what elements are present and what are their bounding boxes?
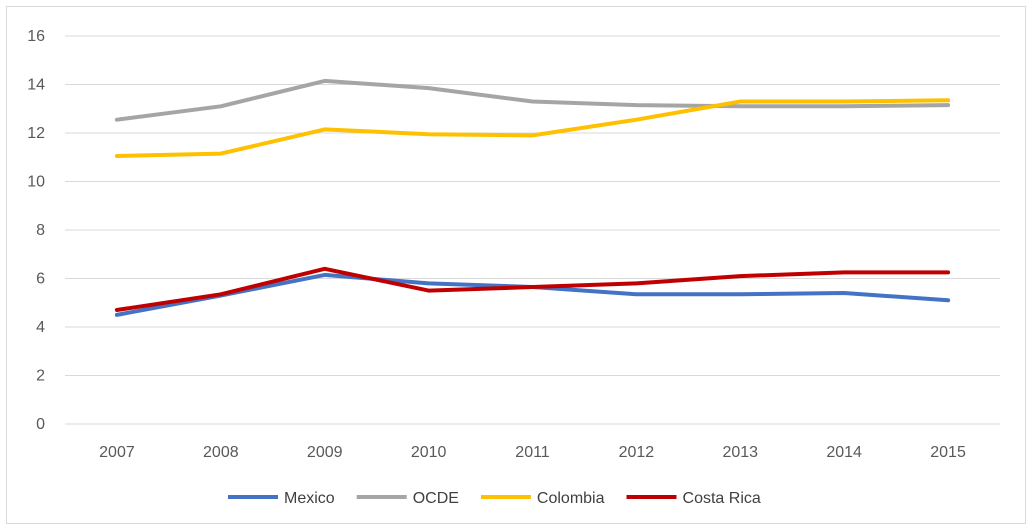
legend-label-colombia: Colombia xyxy=(537,490,605,507)
y-tick-label: 6 xyxy=(36,271,45,288)
x-tick-label: 2013 xyxy=(722,444,758,461)
y-tick-label: 16 xyxy=(27,28,45,45)
legend: Mexico OCDE Colombia Costa Rica xyxy=(228,490,761,507)
x-tick-label: 2014 xyxy=(826,444,862,461)
x-tick-label: 2015 xyxy=(930,444,966,461)
x-tick-label: 2008 xyxy=(203,444,239,461)
legend-label-mexico: Mexico xyxy=(284,490,335,507)
y-tick-label: 4 xyxy=(36,319,45,336)
series-line-mexico xyxy=(114,272,951,317)
x-tick-label: 2007 xyxy=(99,444,135,461)
x-tick-label: 2010 xyxy=(411,444,447,461)
series-line-colombia xyxy=(114,98,951,158)
chart-frame xyxy=(6,6,1026,524)
y-tick-label: 0 xyxy=(36,416,45,433)
y-tick-label: 12 xyxy=(27,125,45,142)
legend-label-costa-rica: Costa Rica xyxy=(683,490,761,507)
series-line-ocde xyxy=(114,78,951,122)
x-tick-label: 2012 xyxy=(619,444,655,461)
y-tick-label: 14 xyxy=(27,77,45,94)
x-axis-ticks: 2007 2008 2009 2010 2011 2012 2013 2014 2015 xyxy=(99,444,966,461)
y-tick-label: 2 xyxy=(36,368,45,385)
x-tick-label: 2011 xyxy=(515,444,550,461)
y-axis-ticks: 0 2 4 6 8 10 12 14 16 xyxy=(27,28,45,433)
y-tick-label: 8 xyxy=(36,222,45,239)
y-tick-label: 10 xyxy=(27,174,45,191)
series-lines xyxy=(114,78,951,317)
legend-label-ocde: OCDE xyxy=(413,490,459,507)
series-line-costa-rica xyxy=(114,266,951,312)
gridlines xyxy=(65,35,1000,425)
x-tick-label: 2009 xyxy=(307,444,343,461)
